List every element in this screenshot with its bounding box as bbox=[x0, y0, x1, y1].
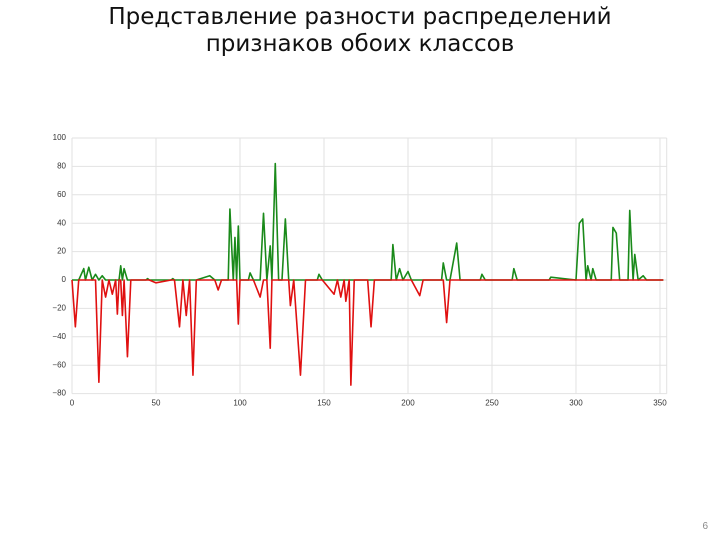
x-tick-label: 50 bbox=[152, 399, 161, 408]
x-tick-label: 150 bbox=[317, 399, 331, 408]
y-tick-label: −40 bbox=[52, 332, 66, 341]
y-tick-label: 80 bbox=[57, 162, 66, 171]
y-tick-label: 100 bbox=[53, 133, 67, 142]
data-line bbox=[71, 279, 664, 386]
y-tick-label: 60 bbox=[57, 190, 66, 199]
page-number: 6 bbox=[702, 521, 708, 532]
y-tick-label: 20 bbox=[57, 247, 66, 256]
y-tick-label: −80 bbox=[52, 389, 66, 398]
x-tick-label: 0 bbox=[70, 399, 75, 408]
y-tick-label: 40 bbox=[57, 218, 66, 227]
x-tick-label: 300 bbox=[569, 399, 583, 408]
data-line bbox=[72, 162, 664, 281]
y-tick-label: −60 bbox=[52, 360, 66, 369]
y-tick-label: 0 bbox=[62, 275, 67, 284]
slide-title: Представление разности распределений при… bbox=[108, 4, 612, 57]
x-tick-label: 100 bbox=[233, 399, 247, 408]
x-tick-label: 350 bbox=[653, 399, 667, 408]
y-tick-label: −20 bbox=[52, 304, 66, 313]
x-tick-label: 250 bbox=[485, 399, 499, 408]
x-tick-label: 200 bbox=[401, 399, 415, 408]
